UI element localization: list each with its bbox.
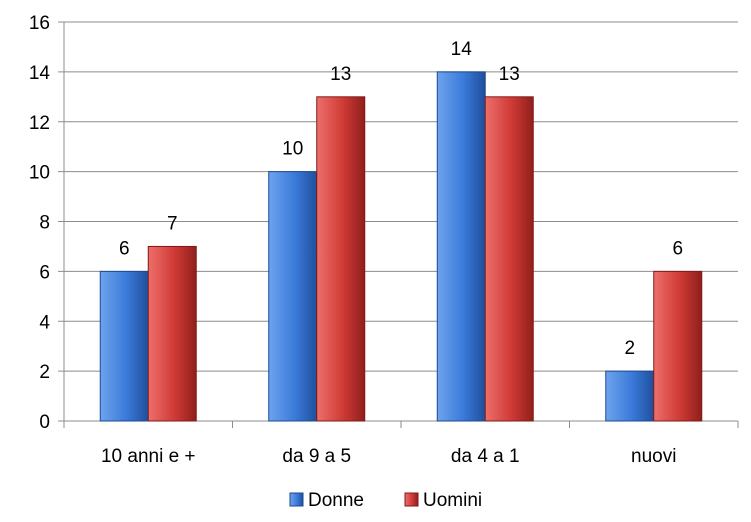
bar-donne xyxy=(268,171,318,422)
y-tick-label: 0 xyxy=(39,412,50,433)
legend-swatch-uomini xyxy=(404,492,419,507)
legend: Donne Uomini xyxy=(289,490,482,511)
category-label: da 9 a 5 xyxy=(282,446,351,467)
category-label: 10 anni e + xyxy=(101,446,196,467)
data-labels: 6 7 10 13 14 13 2 6 xyxy=(119,39,683,359)
bar-uomini xyxy=(653,270,703,422)
bars xyxy=(99,71,703,422)
legend-swatch-donne xyxy=(289,492,304,507)
y-tick-label: 12 xyxy=(29,113,50,134)
y-tick-label: 16 xyxy=(29,13,50,34)
data-label: 10 xyxy=(282,139,303,160)
data-label: 2 xyxy=(624,338,635,359)
y-tick-label: 10 xyxy=(29,163,50,184)
legend-label-uomini: Uomini xyxy=(423,490,482,511)
bar-uomini xyxy=(484,96,534,422)
data-label: 14 xyxy=(451,39,473,60)
legend-label-donne: Donne xyxy=(308,490,364,511)
y-tick-label: 8 xyxy=(39,213,50,234)
data-label: 7 xyxy=(167,213,178,234)
bar-uomini xyxy=(147,245,197,422)
y-tick-label: 6 xyxy=(39,262,50,283)
axes: 0 2 4 6 8 10 12 14 16 10 anni e + da 9 a 5 da 4 a 1… xyxy=(29,13,739,467)
data-label: 13 xyxy=(330,64,351,85)
category-label: nuovi xyxy=(631,446,676,467)
bar-uomini xyxy=(316,96,366,422)
bar-donne xyxy=(436,71,486,422)
bar-donne xyxy=(99,270,149,422)
data-label: 6 xyxy=(119,238,130,259)
y-tick-label: 14 xyxy=(29,63,51,84)
category-label: da 4 a 1 xyxy=(451,446,520,467)
data-label: 6 xyxy=(672,238,683,259)
bar-donne xyxy=(605,370,655,422)
data-label: 13 xyxy=(499,64,520,85)
y-tick-label: 2 xyxy=(39,362,50,383)
y-tick-label: 4 xyxy=(39,312,50,333)
